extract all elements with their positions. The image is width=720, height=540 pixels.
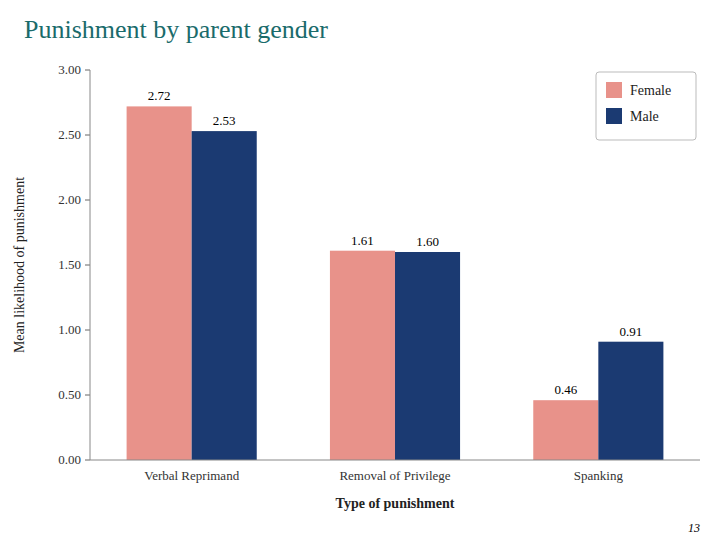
y-tick-label: 3.00 — [58, 62, 81, 77]
data-labels: 2.72 1.61 0.46 2.53 1.60 0.91 — [148, 88, 642, 397]
x-axis: Verbal Reprimand Removal of Privilege Span… — [144, 468, 623, 483]
y-tick-label: 1.00 — [58, 322, 81, 337]
title: Punishment by parent gender — [24, 15, 328, 44]
y-tick-label: 2.50 — [58, 127, 81, 142]
chart-container: Punishment by parent gender 0.00 0.50 1.00 1… — [0, 0, 720, 540]
legend-swatch — [606, 82, 622, 98]
y-tick-label: 1.50 — [58, 257, 81, 272]
annotation: 13 — [688, 521, 700, 535]
data-label: 1.60 — [416, 234, 439, 249]
bar — [192, 131, 257, 460]
bar — [330, 251, 395, 460]
chart-svg: Punishment by parent gender 0.00 0.50 1.00 1… — [0, 0, 720, 540]
x-tick-label: Verbal Reprimand — [144, 468, 239, 483]
legend-entry: Male — [630, 109, 659, 124]
data-label: 2.72 — [148, 88, 171, 103]
bar — [395, 252, 460, 460]
y-axis: 0.00 0.50 1.00 1.50 2.00 2.50 3.00 — [58, 62, 90, 467]
data-label: 0.91 — [619, 324, 642, 339]
y-tick — [85, 265, 90, 266]
bars — [127, 106, 664, 460]
x-tick-label: Removal of Privilege — [339, 468, 450, 483]
y-axis-line — [90, 70, 91, 460]
legend-swatch — [606, 108, 622, 124]
bar — [598, 342, 663, 460]
data-label: 0.46 — [554, 382, 577, 397]
x-axis-line — [90, 460, 700, 461]
x-tick-label: Spanking — [574, 468, 624, 483]
y-tick — [85, 135, 90, 136]
legend: Female Male — [596, 72, 696, 140]
bar — [127, 106, 192, 460]
y-tick — [85, 200, 90, 201]
y-tick-label: 0.00 — [58, 452, 81, 467]
y-tick-label: 2.00 — [58, 192, 81, 207]
y-tick — [85, 460, 90, 461]
y-tick — [85, 330, 90, 331]
y-axis-label: Mean likelihood of punishment — [12, 177, 27, 353]
data-label: 2.53 — [213, 113, 236, 128]
y-tick — [85, 395, 90, 396]
legend-entry: Female — [630, 83, 671, 98]
y-tick — [85, 70, 90, 71]
y-tick-label: 0.50 — [58, 387, 81, 402]
data-label: 1.61 — [351, 233, 374, 248]
legend-frame — [596, 72, 696, 140]
bar — [533, 400, 598, 460]
x-axis-label: Type of punishment — [336, 496, 455, 511]
